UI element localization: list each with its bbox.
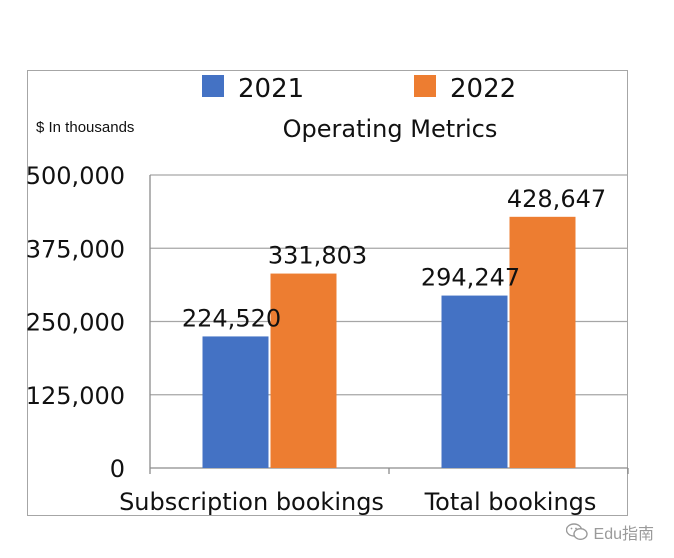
y-tick-label: 250,000: [26, 309, 125, 337]
value-label: 428,647: [507, 185, 606, 213]
bars: [202, 216, 576, 468]
bar-2021-0: [202, 336, 269, 468]
bar-2022-1: [509, 216, 576, 468]
value-label: 294,247: [421, 264, 520, 292]
legend-swatch-2021: [202, 75, 224, 97]
chart-frame: [27, 70, 628, 516]
legend-swatch-2022: [414, 75, 436, 97]
legend: 2021 2022: [202, 74, 516, 104]
legend-label-2022: 2022: [450, 74, 516, 104]
wechat-icon: [565, 523, 588, 541]
y-tick-label: 125,000: [26, 382, 125, 410]
value-label: 224,520: [182, 304, 281, 332]
value-label: 331,803: [268, 242, 367, 270]
bar-2022-0: [270, 273, 337, 468]
chart-title: Operating Metrics: [283, 115, 498, 143]
value-labels: 224,520 331,803 294,247 428,647: [182, 185, 606, 333]
y-tick-label: 500,000: [26, 162, 125, 190]
category-label: Subscription bookings: [119, 488, 384, 516]
category-label: Total bookings: [424, 488, 597, 516]
y-tick-label: 0: [110, 455, 125, 483]
watermark-text: Edu指南: [593, 526, 654, 543]
bar-2021-1: [441, 295, 508, 468]
category-labels: Subscription bookings Total bookings: [119, 488, 596, 516]
unit-label: $ In thousands: [36, 119, 134, 136]
legend-label-2021: 2021: [238, 74, 304, 104]
watermark: Edu指南: [565, 520, 654, 544]
y-axis-ticks: 0 125,000 250,000 375,000 500,000: [26, 162, 125, 483]
y-tick-label: 375,000: [26, 235, 125, 263]
